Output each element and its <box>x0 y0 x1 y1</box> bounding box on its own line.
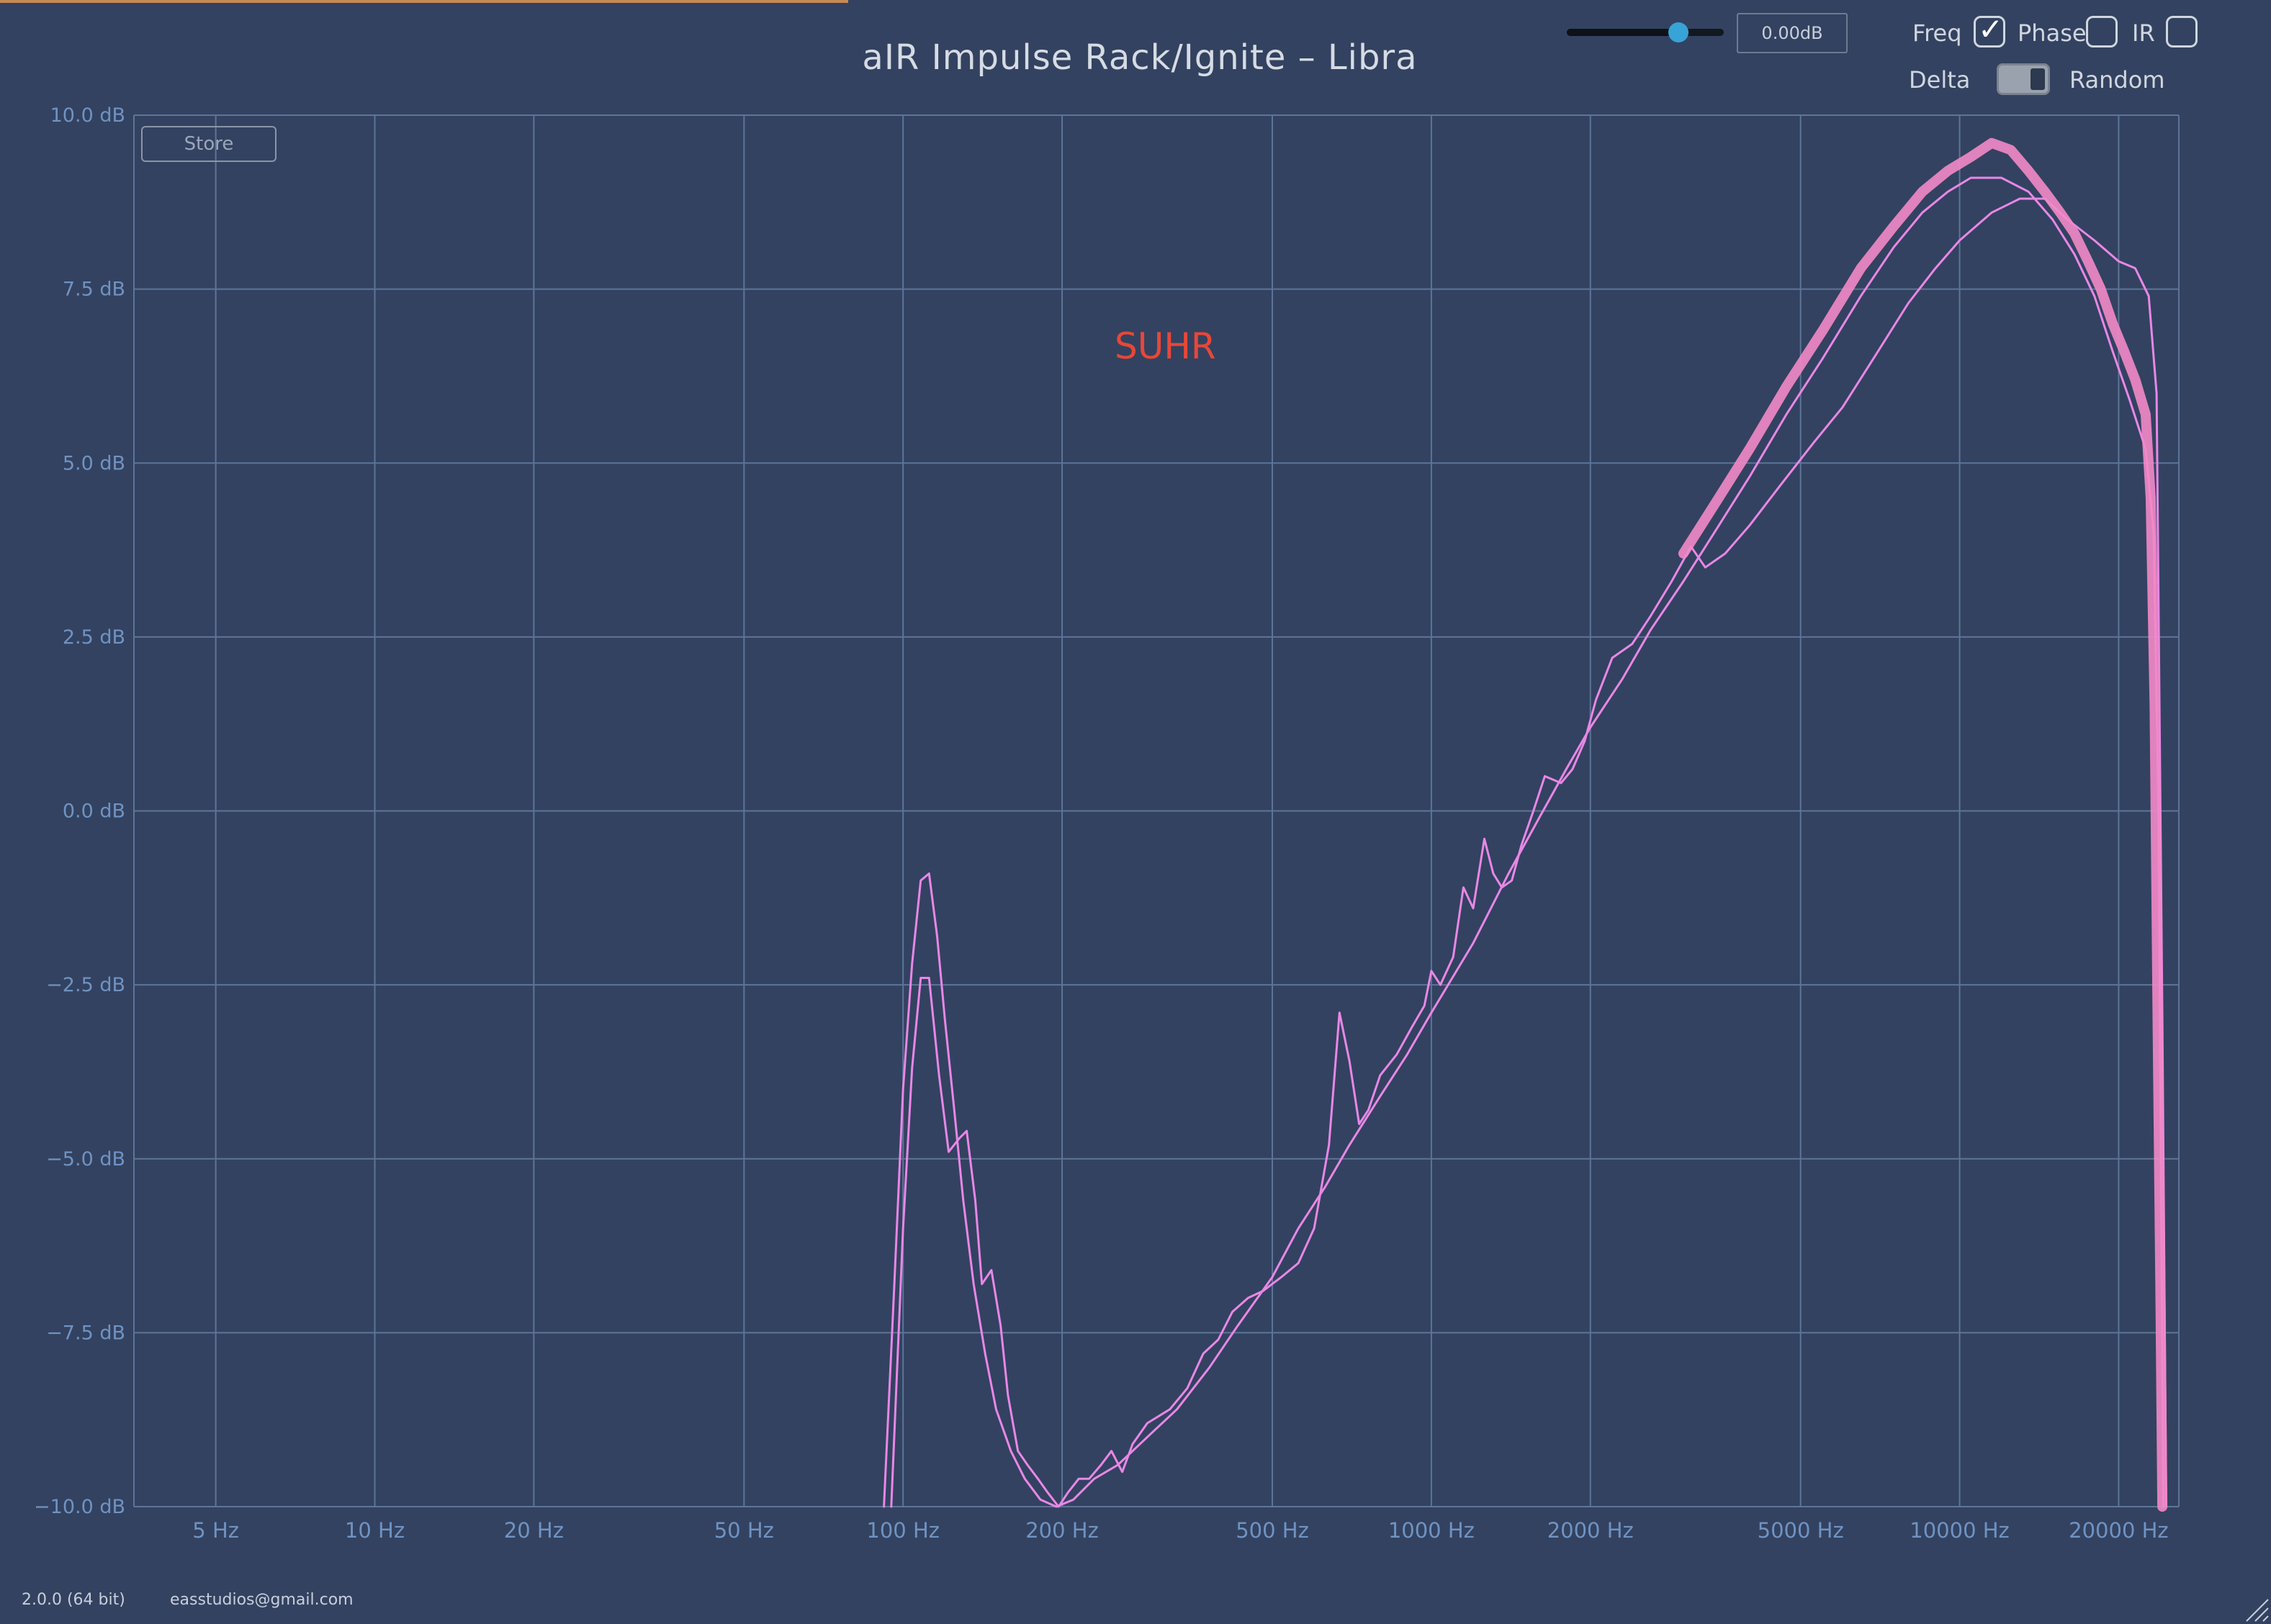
x-tick-label: 10 Hz <box>345 1518 405 1543</box>
delta-toggle[interactable] <box>1997 63 2050 95</box>
checkmark-icon: ✓ <box>1978 12 2004 47</box>
window-top-strip <box>0 0 848 3</box>
x-tick-label: 1000 Hz <box>1388 1518 1475 1543</box>
x-tick-label: 100 Hz <box>866 1518 940 1543</box>
phase-label: Phase <box>2018 19 2087 47</box>
y-tick-label: 5.0 dB <box>63 452 125 474</box>
response-trace-3 <box>1678 137 2168 1512</box>
ir-label: IR <box>2132 19 2155 47</box>
x-tick-label: 50 Hz <box>714 1518 774 1543</box>
x-tick-label: 20 Hz <box>504 1518 564 1543</box>
x-tick-label: 10000 Hz <box>1910 1518 2010 1543</box>
gain-value-field[interactable]: 0.00dB <box>1737 13 1848 53</box>
freq-checkbox[interactable]: ✓ <box>1974 12 2005 48</box>
response-trace-1 <box>890 197 2167 1508</box>
random-label[interactable]: Random <box>2069 66 2165 94</box>
x-tick-label: 20000 Hz <box>2069 1518 2169 1543</box>
phase-checkbox[interactable] <box>2086 16 2118 48</box>
y-tick-label: 7.5 dB <box>63 279 125 301</box>
y-tick-label: −5.0 dB <box>46 1148 125 1170</box>
y-tick-label: −7.5 dB <box>46 1322 125 1344</box>
x-tick-label: 5 Hz <box>192 1518 239 1543</box>
x-tick-label: 500 Hz <box>1236 1518 1309 1543</box>
y-tick-label: 10.0 dB <box>50 104 125 127</box>
gain-slider-fill <box>1567 29 1678 36</box>
version-label: 2.0.0 (64 bit) <box>22 1591 125 1609</box>
chart-grid <box>133 114 2180 1507</box>
ir-checkbox[interactable] <box>2166 16 2198 48</box>
x-tick-label: 5000 Hz <box>1758 1518 1844 1543</box>
y-tick-label: −10.0 dB <box>34 1496 125 1518</box>
store-button[interactable]: Store <box>141 126 276 162</box>
response-trace-2 <box>883 176 2164 1508</box>
resize-grip-icon[interactable] <box>2241 1594 2270 1623</box>
gain-slider-knob[interactable] <box>1668 22 1688 42</box>
x-axis: 5 Hz 10 Hz 20 Hz 50 Hz 100 Hz 200 Hz 500 Hz 100… <box>192 1518 2168 1543</box>
y-tick-label: −2.5 dB <box>46 974 125 996</box>
y-tick-label: 2.5 dB <box>63 626 125 649</box>
gain-slider[interactable] <box>1567 22 1724 42</box>
contact-email: easstudios@gmail.com <box>170 1591 354 1609</box>
x-tick-label: 2000 Hz <box>1547 1518 1634 1543</box>
freq-label: Freq <box>1912 19 1962 47</box>
delta-label: Delta <box>1909 66 1971 94</box>
response-traces <box>883 137 2168 1512</box>
window-title: aIR Impulse Rack/Ignite – Libra <box>862 37 1418 78</box>
delta-toggle-knob <box>2031 68 2045 90</box>
plot-annotation: SUHR <box>1115 325 1216 367</box>
y-axis: 10.0 dB 7.5 dB 5.0 dB 2.5 dB 0.0 dB −2.5 dB −5… <box>34 104 125 1518</box>
x-tick-label: 200 Hz <box>1025 1518 1099 1543</box>
y-tick-label: 0.0 dB <box>63 800 125 823</box>
